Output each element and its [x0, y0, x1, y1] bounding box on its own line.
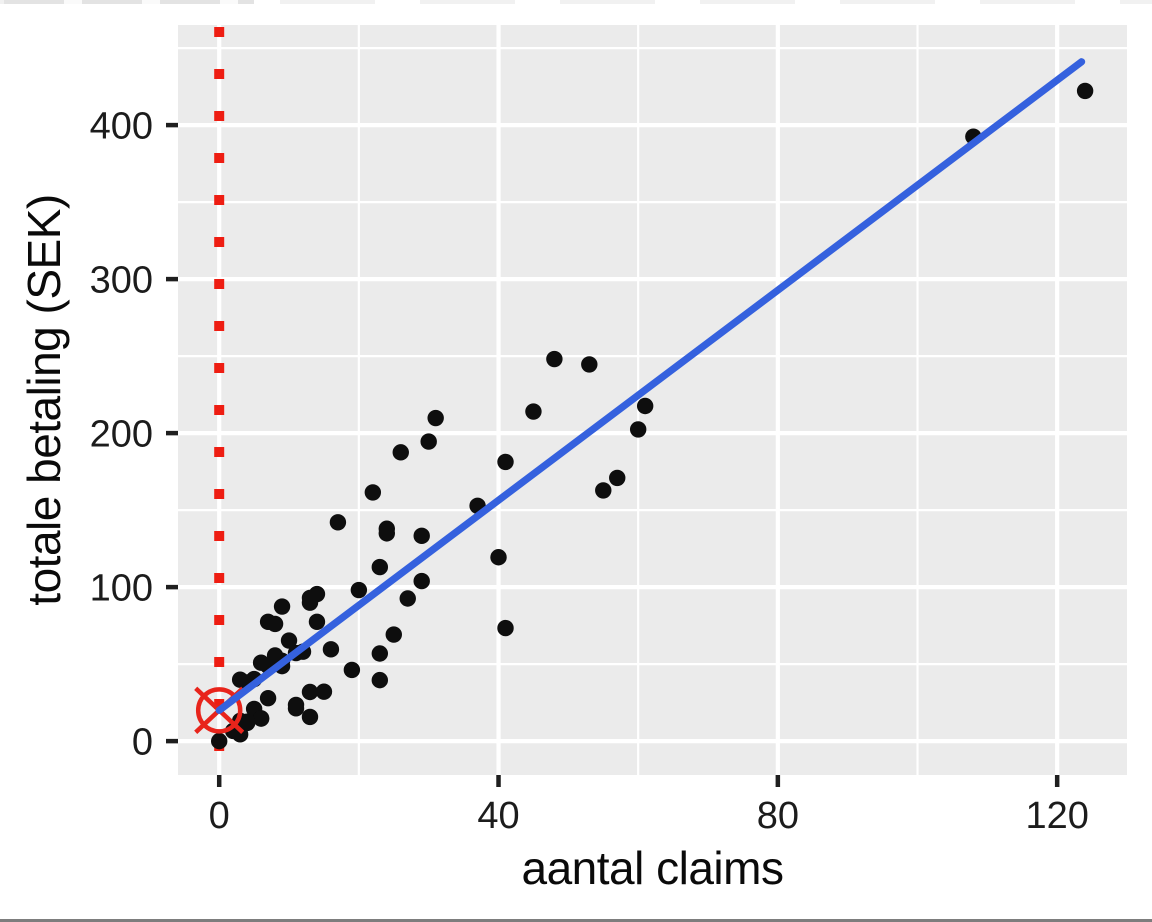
top-cropped-content-strip-left [4, 0, 254, 4]
data-point [581, 356, 598, 373]
data-point [266, 615, 284, 633]
data-point [546, 350, 563, 368]
x-axis-title: aantal claims [521, 842, 784, 894]
data-point [329, 514, 347, 531]
x-tick-label: 0 [209, 795, 230, 837]
data-point [273, 598, 291, 615]
y-tick-label: 300 [90, 260, 153, 302]
data-point [413, 572, 430, 590]
data-point [629, 421, 647, 438]
data-point [1076, 82, 1094, 100]
data-point [211, 732, 228, 750]
data-point [238, 713, 256, 730]
data-point [266, 647, 284, 664]
regression-line [215, 58, 1086, 714]
x-tick-label: 120 [1025, 795, 1088, 837]
data-point [252, 654, 270, 671]
data-point [343, 661, 361, 679]
data-point [287, 700, 305, 717]
data-point [490, 549, 507, 566]
x-tick-label: 80 [757, 795, 799, 837]
data-point [385, 626, 402, 643]
data-point [609, 469, 626, 487]
data-point [364, 484, 382, 501]
data-point [308, 613, 326, 630]
data-point [252, 710, 270, 727]
top-cropped-content-strip [0, 0, 1152, 4]
data-point [525, 403, 542, 420]
y-tick-label: 0 [132, 722, 153, 764]
data-point [399, 590, 416, 607]
data-point [636, 397, 654, 415]
data-point [497, 619, 514, 637]
data-point [350, 581, 368, 599]
data-point [392, 444, 409, 461]
data-point [280, 632, 298, 649]
y-tick-label: 100 [90, 568, 153, 610]
data-point [315, 683, 333, 700]
data-point [427, 409, 444, 427]
y-tick-label: 200 [90, 414, 153, 456]
y-tick-label: 400 [90, 106, 153, 148]
data-point [378, 520, 395, 537]
data-point [301, 683, 319, 701]
data-point [371, 671, 389, 689]
data-point [231, 671, 249, 688]
intercept-marker-circle [195, 687, 243, 734]
data-point [413, 527, 430, 545]
x-tick-label: 40 [477, 795, 519, 837]
data-point [259, 689, 277, 707]
data-point [497, 453, 514, 471]
y-axis-title: totale betaling (SEK) [18, 194, 70, 606]
data-point [301, 708, 319, 726]
data-point [322, 641, 340, 658]
data-point [595, 482, 612, 499]
data-point [371, 558, 389, 576]
data-point [420, 433, 437, 450]
data-point [371, 645, 389, 662]
data-point [308, 585, 326, 603]
bottom-cropped-content-bar [0, 919, 1152, 922]
